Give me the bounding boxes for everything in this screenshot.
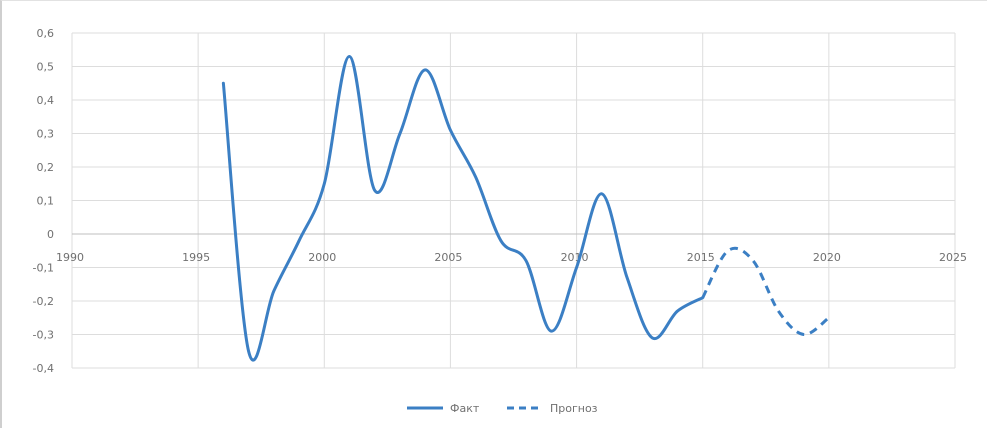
- y-tick-label: 0,3: [37, 128, 55, 141]
- x-axis-ticks: 1990 1995 2000 2005 2010 2015 2020 2025: [56, 251, 967, 264]
- y-tick-label: -0,2: [33, 295, 54, 308]
- legend-label-1: Прогноз: [550, 402, 598, 415]
- y-tick-label: 0: [47, 228, 54, 241]
- y-tick-label: 0,2: [37, 161, 55, 174]
- y-tick-label: -0,3: [33, 329, 54, 342]
- y-tick-label: 0,5: [37, 61, 55, 74]
- x-tick-label: 2010: [561, 251, 589, 264]
- y-tick-label: 0,6: [37, 27, 55, 40]
- y-axis-ticks: -0,4 -0,3 -0,2 -0,1 0 0,1 0,2 0,3 0,4 0,5 0,6: [33, 27, 54, 375]
- x-tick-label: 2015: [687, 251, 715, 264]
- x-tick-label: 2005: [434, 251, 462, 264]
- series-line-0: [221, 54, 705, 362]
- x-tick-label: 2025: [939, 251, 967, 264]
- x-tick-label: 1995: [182, 251, 210, 264]
- y-tick-label: -0,4: [33, 362, 54, 375]
- x-tick-label: 2020: [813, 251, 841, 264]
- legend-label-0: Факт: [450, 402, 480, 415]
- y-tick-label: 0,1: [37, 195, 55, 208]
- y-tick-label: 0,4: [37, 94, 55, 107]
- legend: Факт Прогноз: [407, 402, 598, 415]
- y-tick-label: -0,1: [33, 262, 54, 275]
- series-line-1: [701, 246, 830, 336]
- grid-lines: [71, 32, 956, 369]
- series-lines: [221, 54, 830, 362]
- x-tick-label: 1990: [56, 251, 84, 264]
- x-tick-label: 2000: [308, 251, 336, 264]
